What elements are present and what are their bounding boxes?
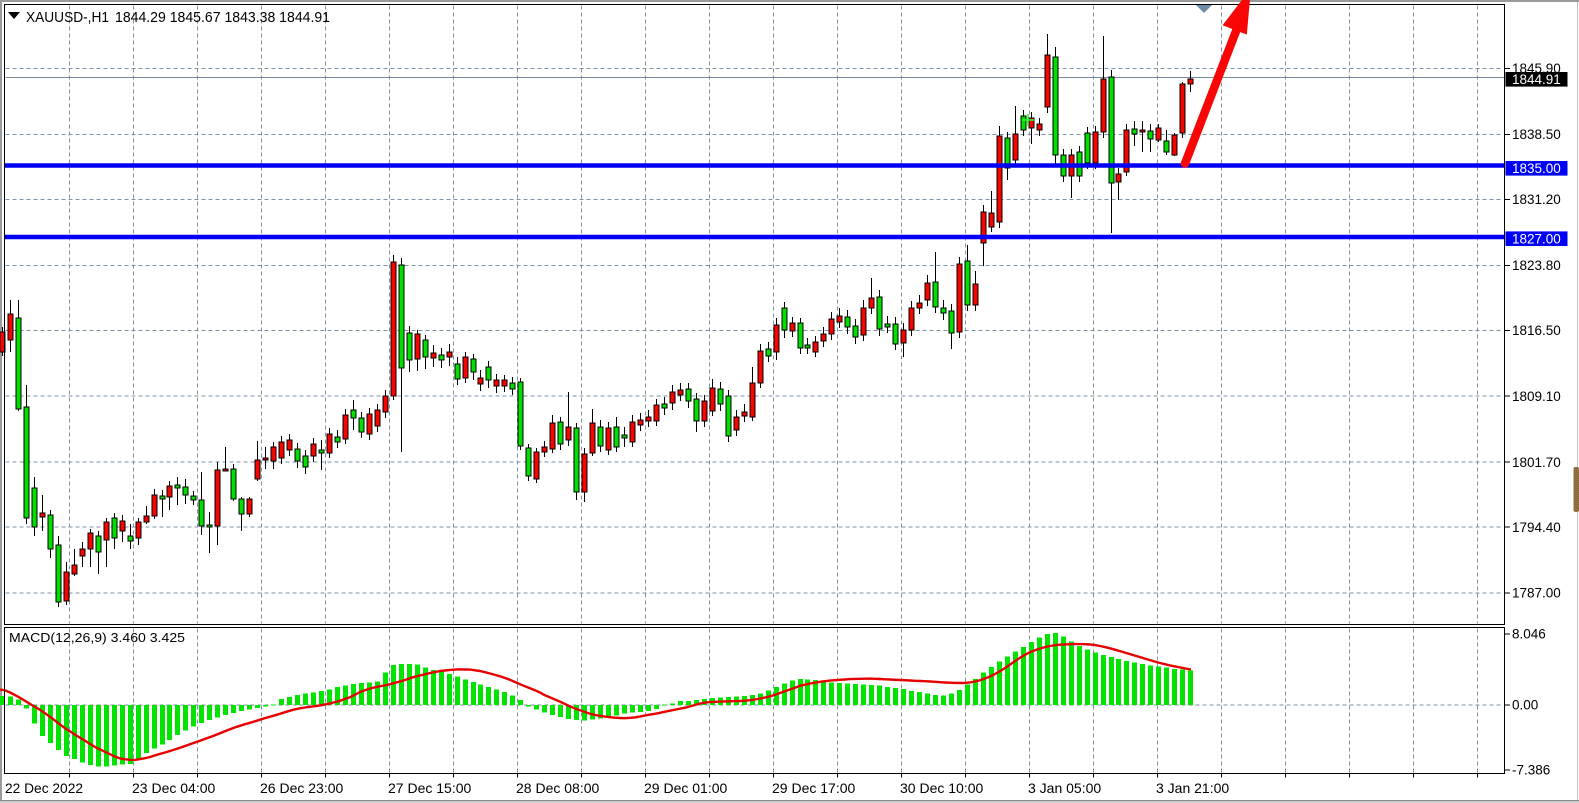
svg-text:28 Dec 08:00: 28 Dec 08:00 [516,780,599,796]
svg-text:1787.00: 1787.00 [1512,586,1561,601]
svg-text:1827.00: 1827.00 [1512,231,1561,246]
svg-text:MACD(12,26,9) 3.460 3.425: MACD(12,26,9) 3.460 3.425 [9,630,185,645]
svg-text:8.046: 8.046 [1512,627,1546,642]
svg-text:1844.29 1845.67 1843.38 1844.9: 1844.29 1845.67 1843.38 1844.91 [115,9,330,26]
svg-text:23 Dec 04:00: 23 Dec 04:00 [132,780,215,796]
svg-text:1823.80: 1823.80 [1512,258,1561,273]
svg-text:1794.40: 1794.40 [1512,520,1561,535]
svg-text:1835.00: 1835.00 [1512,161,1561,176]
svg-text:1816.50: 1816.50 [1512,323,1561,338]
svg-text:1801.70: 1801.70 [1512,455,1561,470]
svg-text:XAUUSD-,H1: XAUUSD-,H1 [26,9,109,26]
svg-text:1838.50: 1838.50 [1512,127,1561,142]
svg-text:1844.91: 1844.91 [1512,72,1561,87]
svg-text:27 Dec 15:00: 27 Dec 15:00 [388,780,471,796]
svg-text:1809.10: 1809.10 [1512,389,1561,404]
svg-text:30 Dec 10:00: 30 Dec 10:00 [900,780,983,796]
svg-text:-7.386: -7.386 [1512,763,1550,778]
svg-text:3 Jan 05:00: 3 Jan 05:00 [1028,780,1101,796]
svg-text:26 Dec 23:00: 26 Dec 23:00 [260,780,343,796]
svg-text:1831.20: 1831.20 [1512,192,1561,207]
svg-text:3 Jan 21:00: 3 Jan 21:00 [1156,780,1229,796]
svg-text:29 Dec 17:00: 29 Dec 17:00 [772,780,855,796]
svg-text:22 Dec 2022: 22 Dec 2022 [5,780,83,796]
svg-text:0.00: 0.00 [1512,698,1538,713]
svg-text:29 Dec 01:00: 29 Dec 01:00 [644,780,727,796]
